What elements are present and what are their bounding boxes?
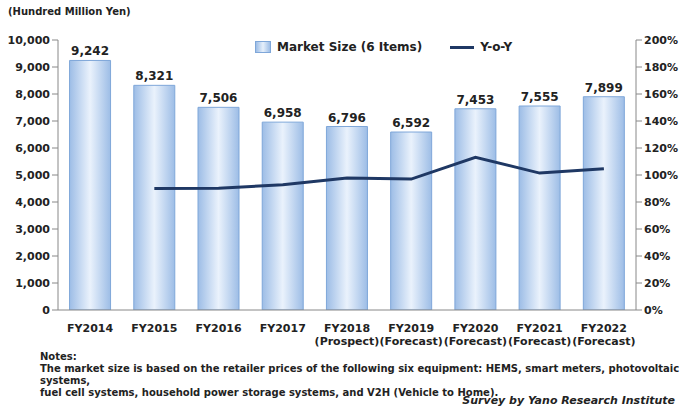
svg-text:4,000: 4,000	[15, 196, 50, 209]
svg-text:10,000: 10,000	[8, 34, 50, 47]
html-text:Notes:: Notes:	[40, 351, 77, 362]
svg-text:80%: 80%	[644, 196, 670, 209]
html-text:fuel cell systems, household p: fuel cell systems, household power stora…	[40, 387, 499, 398]
svg-text:9,242: 9,242	[71, 44, 109, 58]
html-text:Market Size (6 Items): Market Size (6 Items)	[277, 40, 423, 54]
svg-text:160%: 160%	[644, 88, 678, 101]
svg-text:3,000: 3,000	[15, 223, 50, 236]
svg-text:20%: 20%	[644, 277, 670, 290]
svg-text:200%: 200%	[644, 34, 678, 47]
svg-text:6,000: 6,000	[15, 142, 50, 155]
svg-text:7,453: 7,453	[456, 93, 494, 107]
svg-text:0: 0	[42, 304, 50, 317]
svg-text:FY2017: FY2017	[260, 322, 306, 335]
svg-text:FY2014: FY2014	[67, 322, 113, 335]
svg-text:40%: 40%	[644, 250, 670, 263]
svg-text:FY2018(Prospect): FY2018(Prospect)	[315, 322, 380, 348]
svg-text:FY2022(Forecast): FY2022(Forecast)	[572, 322, 635, 348]
svg-text:FY2019(Forecast): FY2019(Forecast)	[380, 322, 443, 348]
svg-text:1,000: 1,000	[15, 277, 50, 290]
html-text:Y-o-Y: Y-o-Y	[480, 40, 513, 54]
html-text:The market size is based on th: The market size is based on the retailer…	[40, 363, 680, 386]
svg-text:6,796: 6,796	[328, 111, 366, 125]
svg-text:2,000: 2,000	[15, 250, 50, 263]
svg-text:7,506: 7,506	[200, 91, 238, 105]
svg-text:7,000: 7,000	[15, 115, 50, 128]
svg-text:FY2020(Forecast): FY2020(Forecast)	[444, 322, 507, 348]
svg-text:140%: 140%	[644, 115, 678, 128]
svg-text:8,000: 8,000	[15, 88, 50, 101]
svg-text:7,899: 7,899	[585, 81, 623, 95]
svg-text:8,321: 8,321	[135, 69, 173, 83]
html-text:Survey by Yano Research Instit: Survey by Yano Research Institute	[462, 394, 675, 407]
svg-text:FY2016: FY2016	[196, 322, 242, 335]
svg-text:120%: 120%	[644, 142, 678, 155]
svg-text:60%: 60%	[644, 223, 670, 236]
svg-text:100%: 100%	[644, 169, 678, 182]
svg-text:7,555: 7,555	[521, 90, 559, 104]
html-text:(Hundred Million Yen): (Hundred Million Yen)	[8, 6, 131, 17]
svg-text:9,000: 9,000	[15, 61, 50, 74]
svg-text:180%: 180%	[644, 61, 678, 74]
svg-text:FY2021(Forecast): FY2021(Forecast)	[508, 322, 571, 348]
svg-text:5,000: 5,000	[15, 169, 50, 182]
svg-text:6,958: 6,958	[264, 106, 302, 120]
svg-text:FY2015: FY2015	[131, 322, 177, 335]
svg-text:6,592: 6,592	[392, 116, 430, 130]
svg-text:0%: 0%	[644, 304, 663, 317]
